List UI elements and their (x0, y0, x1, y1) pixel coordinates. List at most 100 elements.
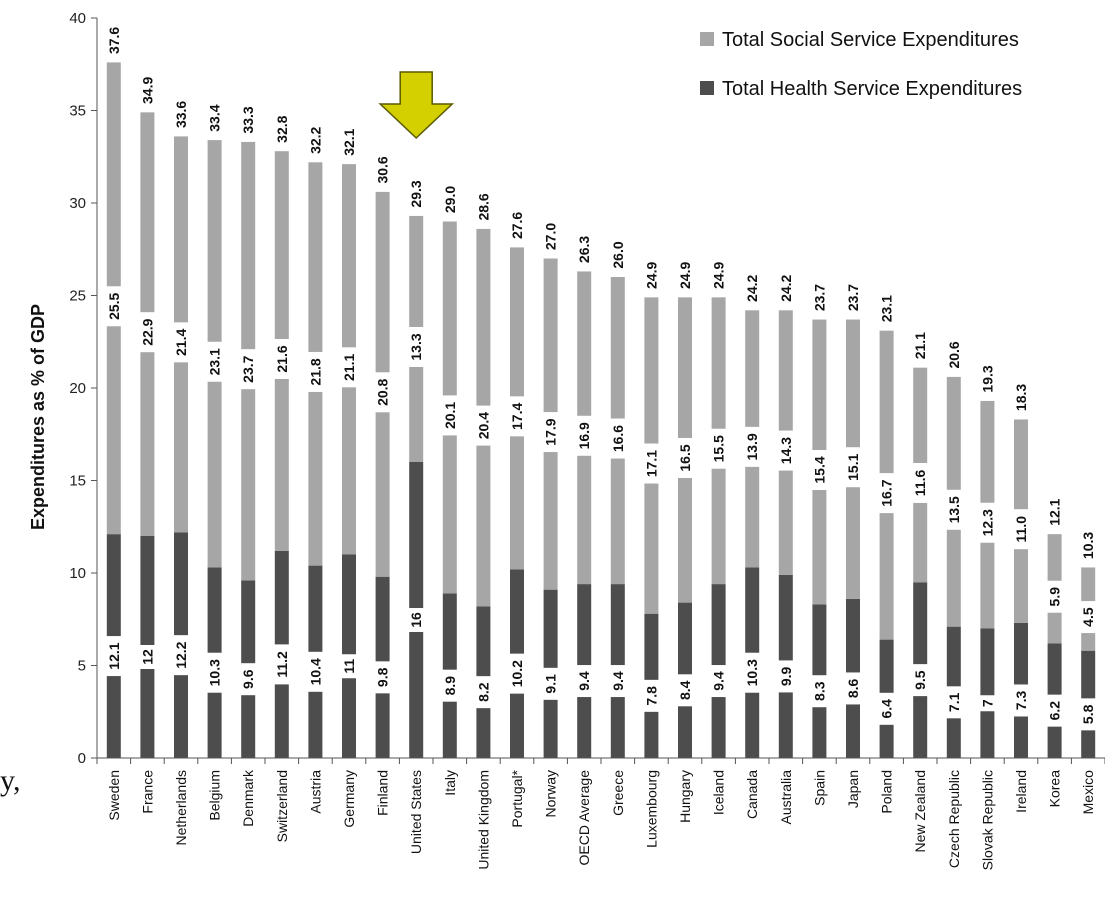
y-axis-label: Expenditures as % of GDP (28, 304, 48, 530)
category-label: Australia (778, 770, 794, 825)
y-tick-label: 35 (69, 103, 86, 120)
total-value-label: 23.1 (879, 295, 895, 322)
label-background (508, 396, 526, 437)
health-value-label: 8.9 (442, 676, 458, 696)
y-tick-label: 40 (69, 10, 86, 27)
social-value-label: 21.1 (341, 353, 357, 380)
total-value-label: 18.3 (1013, 384, 1029, 411)
social-value-label: 17.4 (509, 403, 525, 430)
label-background (340, 347, 358, 388)
social-value-label: 22.9 (139, 318, 155, 345)
x-axis: Sweden France Netherlands Belgium Denmark Swi… (96, 757, 1105, 870)
category-label: Netherlands (173, 770, 189, 846)
health-value-label: 8.6 (845, 679, 861, 699)
label-background (776, 430, 795, 471)
label-background (743, 426, 762, 467)
category-label: Czech Republic (946, 770, 962, 868)
health-value-label: 8.4 (677, 680, 693, 700)
label-background (440, 669, 459, 702)
social-value-label: 16.6 (610, 425, 626, 452)
social-value-label: 5.9 (1047, 587, 1063, 607)
total-value-label: 23.7 (845, 284, 861, 311)
label-background (172, 635, 190, 676)
label-background (608, 665, 627, 698)
social-value-label: 16.7 (879, 479, 895, 506)
label-background (877, 473, 896, 514)
label-background (844, 672, 862, 705)
label-background (676, 437, 694, 478)
label-background (844, 447, 862, 488)
label-background (1012, 509, 1030, 550)
total-value-label: 21.1 (912, 332, 928, 359)
total-value-label: 24.9 (711, 262, 727, 289)
label-background (743, 652, 762, 693)
health-value-label: 8.3 (811, 681, 827, 701)
category-label: New Zealand (912, 770, 928, 853)
down-arrow-icon (378, 71, 455, 140)
category-label: Italy (442, 770, 458, 796)
total-value-label: 33.4 (207, 104, 223, 131)
social-value-label: 17.9 (543, 418, 559, 445)
category-label: Slovak Republic (979, 770, 995, 870)
label-background (205, 652, 224, 693)
category-label: Spain (811, 770, 827, 806)
health-value-label: 16 (408, 612, 424, 628)
label-background (440, 395, 459, 436)
label-background (810, 450, 829, 490)
label-background (676, 674, 694, 707)
social-value-label: 11.0 (1013, 516, 1029, 543)
category-label: Iceland (711, 770, 727, 815)
label-background (172, 322, 190, 363)
social-value-label: 14.3 (778, 437, 794, 464)
label-background (944, 489, 963, 530)
total-value-label: 28.6 (475, 193, 491, 220)
total-value-label: 24.9 (677, 262, 693, 289)
y-tick-label: 0 (78, 750, 86, 767)
category-label: Hungary (677, 770, 693, 823)
label-background (911, 462, 930, 503)
health-value-label: 10.3 (744, 659, 760, 686)
health-value-label: 9.4 (610, 671, 626, 691)
category-label: Portugal* (509, 769, 525, 827)
label-background (978, 695, 997, 712)
health-value-label: 9.5 (912, 670, 928, 690)
y-axis: 0 5 10 15 20 25 30 35 40 (69, 10, 98, 767)
total-value-label: 19.3 (979, 365, 995, 392)
legend-swatch-health (700, 81, 714, 95)
health-value-label: 7.1 (946, 692, 962, 712)
social-value-label: 4.5 (1080, 607, 1096, 627)
total-value-label: 12.1 (1047, 498, 1063, 525)
legend: Total Social Service Expenditures Total H… (700, 29, 1022, 100)
category-label: Sweden (106, 770, 122, 821)
category-label: Korea (1047, 770, 1063, 808)
health-value-label: 7 (979, 699, 995, 707)
category-label: Mexico (1080, 770, 1096, 815)
health-value-label: 7.3 (1013, 691, 1029, 711)
category-label: Canada (744, 770, 760, 819)
category-label: Japan (845, 770, 861, 808)
total-value-label: 23.7 (811, 284, 827, 311)
health-value-label: 9.1 (543, 674, 559, 694)
health-value-label: 5.8 (1080, 704, 1096, 724)
category-label: France (139, 770, 155, 814)
social-value-label: 23.1 (207, 348, 223, 375)
total-value-label: 33.3 (240, 106, 256, 133)
social-value-label: 11.6 (912, 470, 928, 497)
stray-text: y, (0, 764, 21, 797)
label-background (642, 679, 661, 712)
category-label: Greece (610, 770, 626, 816)
legend-label-social: Total Social Service Expenditures (722, 29, 1019, 51)
label-background (373, 372, 392, 413)
label-background (575, 415, 594, 456)
social-value-label: 16.5 (677, 444, 693, 471)
label-background (1079, 601, 1098, 634)
health-value-label: 11.2 (274, 651, 290, 678)
social-value-label: 15.4 (811, 456, 827, 483)
social-value-label: 17.1 (643, 450, 659, 477)
label-background (508, 653, 526, 694)
total-value-label: 20.6 (946, 341, 962, 368)
social-value-label: 13.5 (946, 496, 962, 523)
label-background (272, 339, 291, 379)
label-background (608, 418, 627, 459)
